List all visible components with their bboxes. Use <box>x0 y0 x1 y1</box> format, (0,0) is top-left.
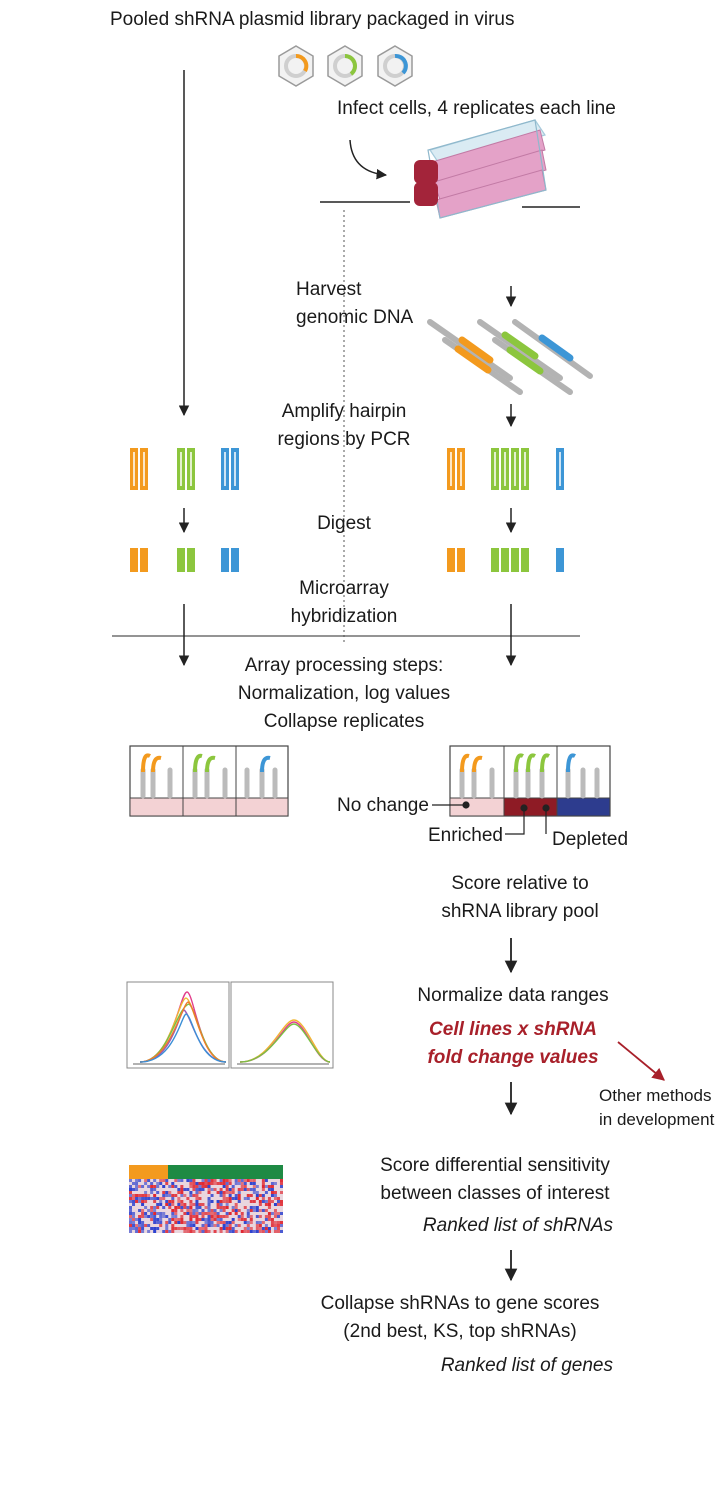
step-microarray-2: hybridization <box>290 606 398 627</box>
step-collapse-1: Collapse shRNAs to gene scores <box>320 1293 600 1314</box>
other-methods-arrow <box>617 1041 665 1081</box>
infect-arrow <box>349 139 388 180</box>
fold-change-2: fold change values <box>427 1047 599 1068</box>
step-score-relative-2: shRNA library pool <box>441 901 599 922</box>
step-harvest-2: genomic DNA <box>296 307 414 328</box>
ranked-genes: Ranked list of genes <box>440 1355 613 1376</box>
callout-pointers <box>432 801 550 835</box>
hairpin-icon <box>130 548 564 572</box>
flask-icon <box>414 119 547 219</box>
array-well-icon <box>449 745 611 817</box>
ranked-shrnas: Ranked list of shRNAs <box>422 1215 613 1236</box>
step-collapse-2: (2nd best, KS, top shRNAs) <box>343 1321 577 1342</box>
hairpin-icon <box>130 448 239 490</box>
dna-fragment-icon <box>427 319 593 395</box>
label-enriched: Enriched <box>428 825 503 846</box>
step-processing-2: Normalization, log values <box>237 683 451 704</box>
step-harvest-1: Harvest <box>296 279 362 300</box>
step-differential-1: Score differential sensitivity <box>380 1155 610 1176</box>
plasmid-icon <box>277 44 315 88</box>
fold-change-1: Cell lines x shRNA <box>429 1019 597 1040</box>
step-infect: Infect cells, 4 replicates each line <box>337 98 616 119</box>
other-methods-2: in development <box>599 1110 715 1129</box>
array-well-icon <box>129 745 289 817</box>
step-processing-3: Collapse replicates <box>263 711 425 732</box>
step-processing-1: Array processing steps: <box>244 655 444 676</box>
density-plot-icon <box>126 981 334 1069</box>
step-differential-2: between classes of interest <box>380 1183 610 1204</box>
plasmid-icon <box>376 44 414 88</box>
hairpin-icon <box>447 448 564 490</box>
plasmid-icon <box>326 44 364 88</box>
step-normalize: Normalize data ranges <box>417 985 609 1006</box>
other-methods-1: Other methods <box>599 1086 712 1105</box>
label-no-change: No change <box>337 795 429 816</box>
step-microarray-1: Microarray <box>299 578 389 599</box>
step-amplify-2: regions by PCR <box>277 429 411 450</box>
label-depleted: Depleted <box>552 829 629 850</box>
step-digest: Digest <box>317 513 371 534</box>
step-score-relative-1: Score relative to <box>451 873 589 894</box>
diagram-title: Pooled shRNA plasmid library packaged in… <box>110 9 515 30</box>
heatmap-icon <box>129 1165 283 1233</box>
step-amplify-1: Amplify hairpin <box>281 401 407 422</box>
